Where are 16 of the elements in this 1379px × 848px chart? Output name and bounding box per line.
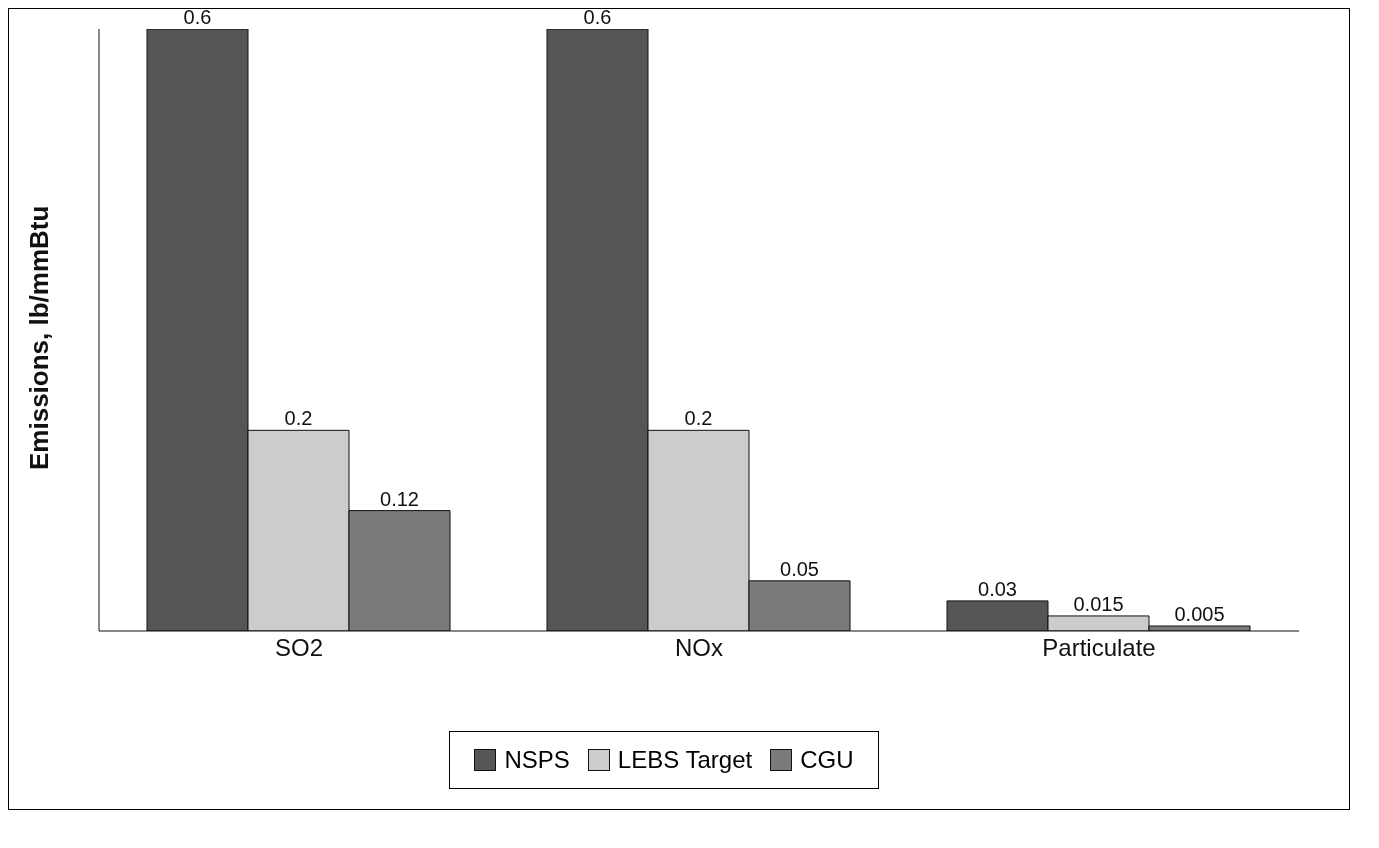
data-label: 0.6 (583, 6, 612, 28)
data-label: 0.015 (1073, 592, 1124, 615)
x-tick-label: Particulate (1042, 634, 1156, 662)
legend-label: NSPS (503, 746, 570, 774)
legend-label: LEBS Target (616, 746, 753, 774)
y-axis-title: Emissions, lb/mmBtu (24, 205, 55, 470)
data-label: 0.2 (684, 407, 713, 430)
legend-label: CGU (799, 746, 854, 774)
data-label: 0.6 (183, 6, 212, 28)
data-label: 0.2 (284, 407, 313, 430)
x-tick-label: NOx (675, 634, 723, 662)
data-label: 0.03 (978, 577, 1017, 600)
data-label: 0.12 (380, 487, 419, 510)
data-label: 0.005 (1174, 602, 1225, 625)
data-label: 0.05 (780, 557, 819, 580)
x-tick-label: SO2 (274, 634, 324, 662)
